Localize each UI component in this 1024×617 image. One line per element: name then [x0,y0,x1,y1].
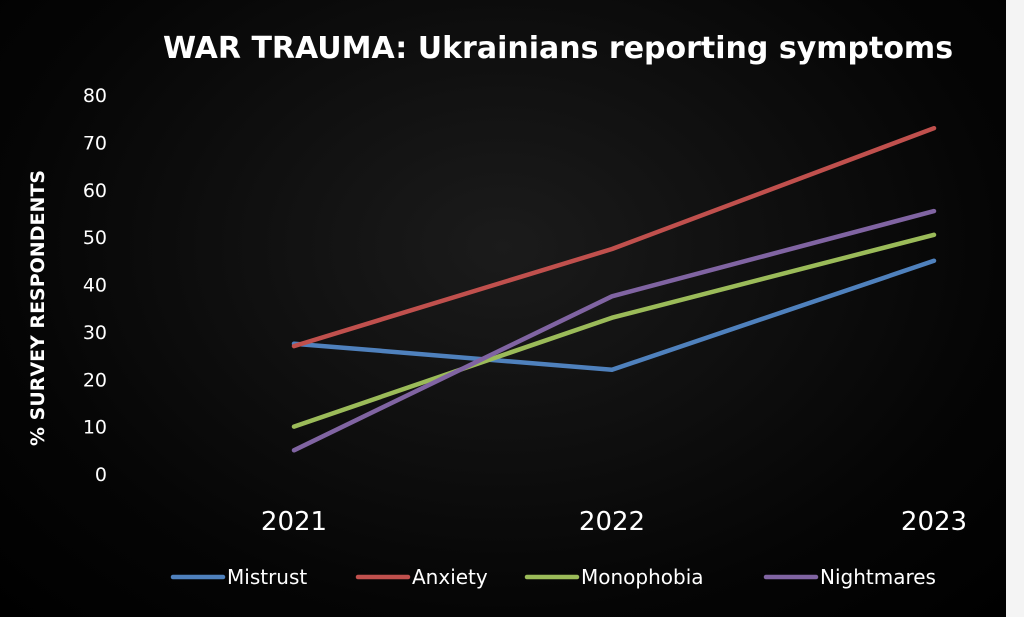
y-tick-label: 30 [83,322,107,344]
y-tick-label: 50 [83,227,107,249]
series-line-mistrust [291,258,937,373]
legend: Mistrust Anxiety Monophobia Nightmares [170,565,936,589]
y-axis-title: % SURVEY RESPONDENTS [27,170,49,446]
y-tick-label: 60 [83,180,107,202]
legend-label: Monophobia [581,565,704,589]
series-line-nightmares [291,208,937,453]
x-tick-label: 2023 [901,507,967,537]
x-tick-label: 2021 [261,507,327,537]
chart-title: WAR TRAUMA: Ukrainians reporting symptom… [163,31,953,66]
x-tick-label: 2022 [579,507,645,537]
y-tick-label: 70 [83,132,107,154]
legend-item-nightmares: Nightmares [763,565,936,589]
series-line-anxiety [291,125,937,349]
legend-item-monophobia: Monophobia [524,565,704,589]
y-tick-label: 40 [83,275,107,297]
y-tick-label: 10 [83,417,107,439]
legend-item-mistrust: Mistrust [170,565,307,589]
y-tick-label: 0 [95,464,107,486]
legend-label: Nightmares [820,565,936,589]
legend-item-anxiety: Anxiety [355,565,488,589]
y-tick-label: 80 [83,85,107,107]
legend-label: Anxiety [412,565,488,589]
legend-label: Mistrust [227,565,307,589]
x-axis-ticks: 2021 2022 2023 [261,507,967,537]
y-tick-label: 20 [83,369,107,391]
y-axis-ticks: 0 10 20 30 40 50 60 70 80 [83,85,107,486]
series-lines [291,125,937,453]
series-line-monophobia [291,232,937,429]
